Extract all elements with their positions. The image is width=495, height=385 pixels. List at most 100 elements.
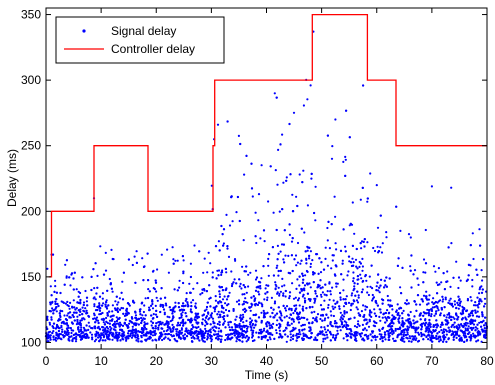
signal-delay-point [483, 333, 486, 336]
signal-delay-point [185, 327, 188, 330]
signal-delay-point [82, 309, 85, 312]
signal-delay-point [219, 329, 223, 332]
signal-delay-point [378, 328, 381, 331]
signal-delay-point [116, 337, 119, 340]
signal-delay-point [120, 328, 123, 331]
signal-delay-point [368, 275, 371, 278]
signal-delay-point [306, 249, 309, 252]
signal-delay-point [254, 278, 258, 281]
signal-delay-point [273, 337, 276, 340]
signal-delay-point [85, 329, 88, 332]
signal-delay-point [192, 287, 195, 290]
signal-delay-point [355, 247, 358, 251]
signal-delay-point [301, 272, 304, 275]
signal-delay-point [199, 293, 202, 296]
signal-delay-point [223, 320, 226, 323]
signal-delay-point [255, 241, 258, 245]
signal-delay-point [369, 285, 372, 288]
signal-delay-point [334, 215, 337, 218]
signal-delay-point [95, 338, 98, 341]
signal-delay-point [476, 296, 479, 299]
signal-delay-point [178, 317, 181, 320]
signal-delay-point [369, 172, 372, 175]
signal-delay-point [182, 308, 185, 311]
signal-delay-point [380, 335, 383, 338]
signal-delay-point [216, 322, 219, 326]
signal-delay-point [392, 322, 395, 325]
signal-delay-point [169, 333, 173, 336]
signal-delay-point [378, 291, 381, 294]
signal-delay-point [131, 263, 134, 267]
signal-delay-point [229, 338, 232, 341]
signal-delay-point [325, 294, 328, 297]
signal-delay-point [98, 304, 101, 307]
signal-delay-point [441, 295, 444, 298]
signal-delay-point [100, 318, 103, 321]
signal-delay-point [390, 304, 393, 307]
signal-delay-point [342, 337, 345, 340]
signal-delay-point [243, 173, 246, 176]
signal-delay-point [477, 339, 480, 342]
signal-delay-point [61, 310, 64, 313]
signal-delay-point [351, 257, 354, 260]
signal-delay-point [266, 296, 269, 299]
signal-delay-point [85, 296, 89, 299]
signal-delay-point [462, 334, 465, 337]
signal-delay-point [98, 306, 101, 309]
signal-delay-point [167, 332, 170, 336]
signal-delay-point [96, 326, 99, 329]
signal-delay-point [238, 326, 241, 329]
signal-delay-point [182, 334, 185, 337]
signal-delay-point [283, 316, 286, 319]
signal-delay-point [215, 337, 218, 340]
signal-delay-point [296, 241, 300, 245]
signal-delay-point [78, 313, 81, 317]
signal-delay-point [465, 318, 468, 321]
signal-delay-point [483, 327, 486, 330]
signal-delay-point [246, 327, 249, 330]
signal-delay-point [59, 337, 62, 340]
signal-delay-point [111, 318, 114, 321]
signal-delay-point [309, 250, 312, 253]
signal-delay-point [214, 295, 217, 298]
signal-delay-point [304, 299, 307, 302]
signal-delay-point [284, 309, 288, 312]
signal-delay-point [294, 296, 297, 299]
signal-delay-point [466, 278, 469, 281]
signal-delay-point [142, 279, 145, 282]
signal-delay-point [303, 231, 306, 234]
signal-delay-point [275, 323, 278, 327]
signal-delay-point [334, 118, 337, 121]
signal-delay-point [275, 312, 279, 315]
signal-delay-point [122, 271, 125, 274]
signal-delay-point [376, 335, 379, 338]
signal-delay-point [278, 292, 281, 295]
signal-delay-point [369, 333, 372, 336]
signal-delay-point [384, 311, 387, 315]
signal-delay-point [75, 311, 78, 314]
signal-delay-point [118, 308, 122, 311]
signal-delay-point [313, 338, 316, 341]
signal-delay-point [477, 315, 481, 318]
signal-delay-point [140, 340, 143, 343]
signal-delay-point [270, 306, 273, 309]
signal-delay-point [276, 244, 279, 247]
signal-delay-point [134, 336, 137, 339]
signal-delay-point [317, 332, 320, 335]
signal-delay-point [396, 303, 399, 306]
signal-delay-point [109, 282, 112, 285]
signal-delay-point [453, 317, 456, 320]
signal-delay-point [301, 307, 304, 311]
signal-delay-point [346, 324, 349, 327]
signal-delay-point [463, 323, 466, 326]
signal-delay-point [469, 296, 472, 299]
signal-delay-point [345, 332, 348, 336]
signal-delay-point [363, 313, 366, 317]
signal-delay-point [481, 315, 484, 318]
signal-delay-point [124, 318, 127, 321]
signal-delay-point [311, 321, 314, 324]
signal-delay-point [335, 285, 338, 288]
signal-delay-point [480, 269, 483, 272]
signal-delay-point [103, 318, 106, 321]
signal-delay-point [366, 241, 369, 244]
